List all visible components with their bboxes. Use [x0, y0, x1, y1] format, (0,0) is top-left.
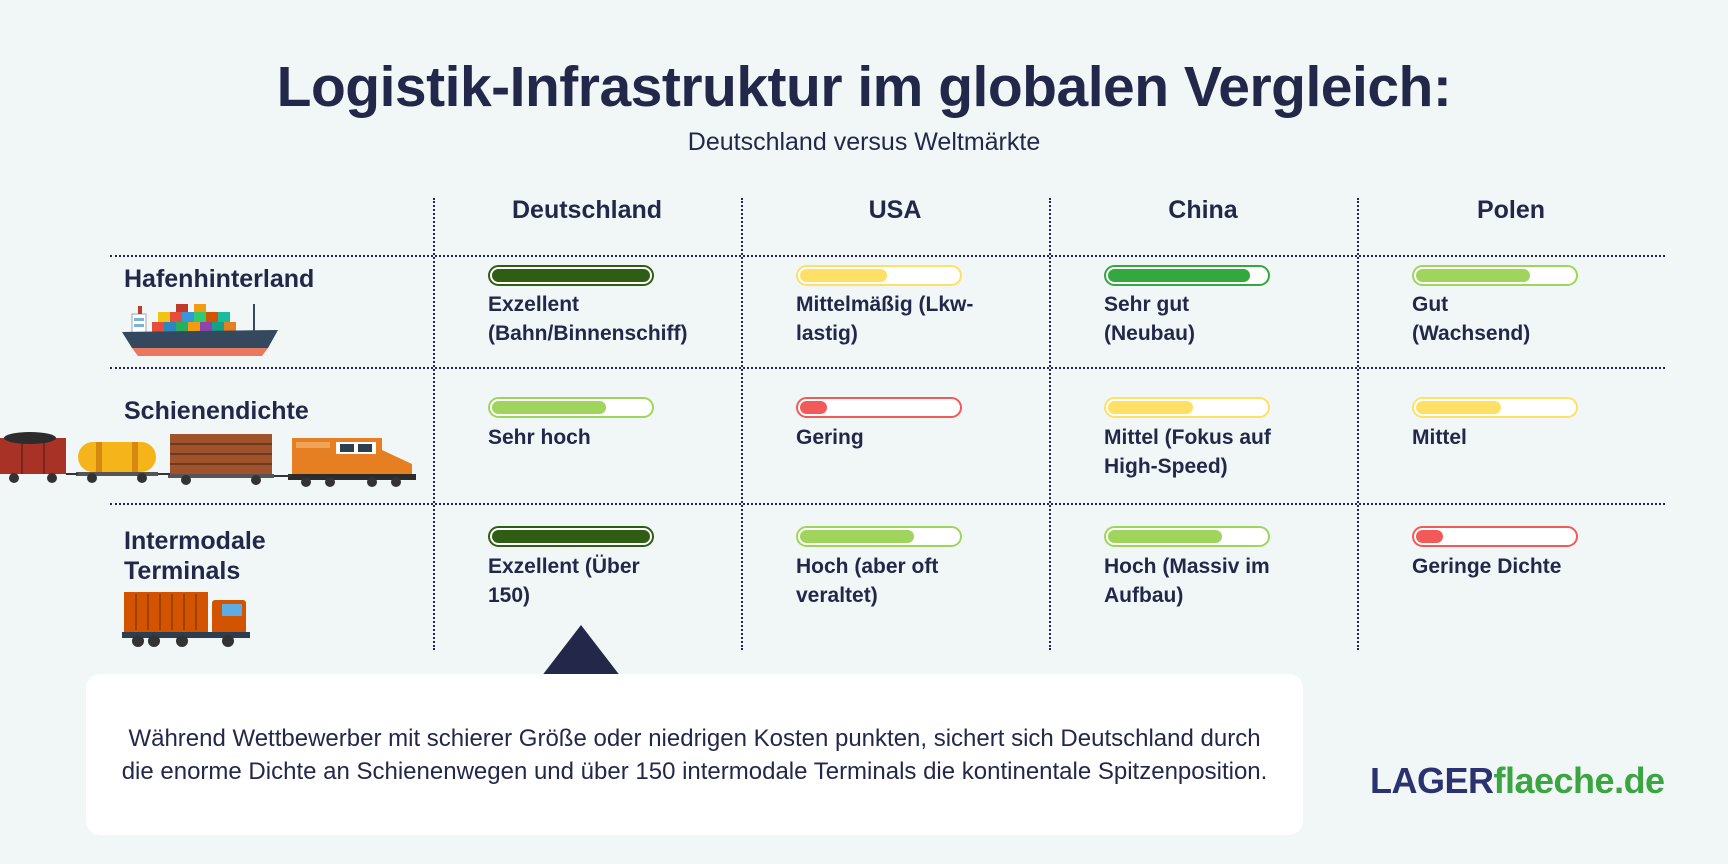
grid-divider	[1357, 198, 1359, 650]
rating-bar-fill	[1416, 401, 1502, 414]
grid-divider	[741, 198, 743, 650]
cell-rating-text: Gut (Wachsend)	[1412, 293, 1531, 345]
cell-rating-text: Gering	[796, 426, 864, 449]
rating-bar	[488, 397, 654, 418]
info-text: Während Wettbewerber mit schierer Größe …	[121, 724, 1268, 785]
cell-rating-text: Sehr gut (Neubau)	[1104, 293, 1195, 345]
column-header-deutschland: Deutschland	[511, 196, 663, 224]
rating-bar-fill	[1416, 530, 1443, 543]
rating-bar-fill	[800, 269, 887, 282]
cargo-ship-icon	[122, 304, 278, 356]
row-label-schienendichte: Schienendichte	[124, 397, 309, 425]
cell-rating-text: Sehr hoch	[488, 426, 591, 449]
rating-bar-fill	[492, 530, 650, 543]
rating-bar-fill	[800, 401, 827, 414]
freight-train-icon	[0, 432, 416, 487]
cell-rating-text: Exzellent (Über 150)	[488, 555, 640, 607]
page-title: Logistik-Infrastruktur im globalen Vergl…	[276, 55, 1452, 119]
logo-part-lager: LAGER	[1370, 760, 1494, 801]
rating-bar	[1104, 397, 1270, 418]
row-label-hafenhinterland: Hafenhinterland	[124, 265, 315, 293]
rating-bar	[796, 526, 962, 547]
grid-divider	[1049, 198, 1051, 650]
cell-rating-text: Hoch (Massiv im Aufbau)	[1104, 555, 1270, 607]
rating-bar	[1104, 265, 1270, 286]
cell-rating-text: Mittel (Fokus auf High-Speed)	[1104, 426, 1271, 478]
column-header-polen: Polen	[1476, 196, 1546, 224]
row-label-intermodale-terminals: Intermodale Terminals	[124, 527, 266, 585]
cell-rating-text: Mittel	[1412, 426, 1467, 449]
info-callout: Während Wettbewerber mit schierer Größe …	[86, 674, 1303, 835]
rating-bar-fill	[1108, 401, 1194, 414]
grid-divider	[110, 367, 1665, 369]
rating-bar	[1412, 265, 1578, 286]
rating-bar	[488, 265, 654, 286]
grid-divider	[433, 198, 435, 650]
rating-bar	[488, 526, 654, 547]
grid-divider	[110, 255, 1665, 257]
page-subtitle: Deutschland versus Weltmärkte	[687, 128, 1041, 156]
rating-bar	[1104, 526, 1270, 547]
container-truck-icon	[122, 592, 250, 647]
cell-rating-text: Geringe Dichte	[1412, 555, 1562, 578]
logo-part-flaeche: flaeche.de	[1493, 760, 1666, 801]
rating-bar-fill	[1108, 269, 1251, 282]
cell-rating-text: Hoch (aber oft veraltet)	[796, 555, 939, 607]
brand-logo: LAGERflaeche.de	[1370, 760, 1665, 802]
rating-bar-fill	[492, 401, 606, 414]
rating-bar-fill	[1108, 530, 1222, 543]
rating-bar-fill	[800, 530, 914, 543]
callout-pointer	[541, 625, 621, 677]
rating-bar	[1412, 397, 1578, 418]
grid-divider	[110, 503, 1665, 505]
rating-bar-fill	[1416, 269, 1530, 282]
cell-rating-text: Exzellent (Bahn/Binnenschiff)	[488, 293, 688, 345]
rating-bar-fill	[492, 269, 650, 282]
column-header-usa: USA	[868, 196, 922, 224]
rating-bar	[796, 397, 962, 418]
rating-bar	[1412, 526, 1578, 547]
cell-rating-text: Mittelmäßig (Lkw-lastig)	[796, 293, 974, 345]
column-header-china: China	[1168, 196, 1238, 224]
rating-bar	[796, 265, 962, 286]
